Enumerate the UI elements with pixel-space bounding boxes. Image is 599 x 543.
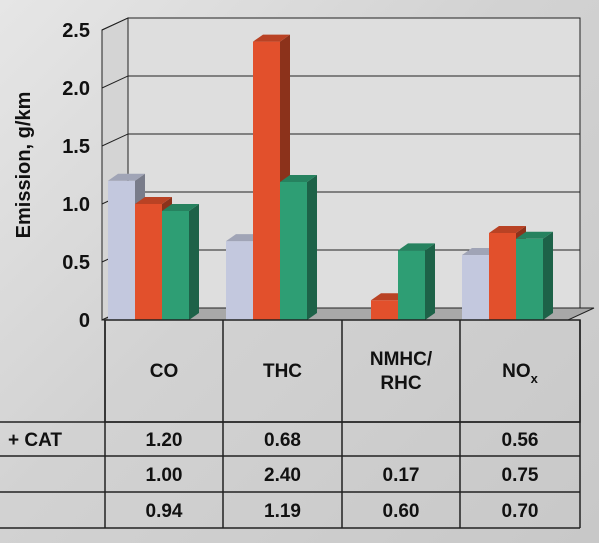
data-label: 0.17: [383, 465, 420, 486]
bar: [162, 203, 199, 320]
y-tick-label: 2.0: [62, 78, 90, 100]
gridline: [101, 75, 580, 89]
category-label: THC: [263, 361, 302, 382]
y-tick-label: 2.5: [62, 20, 90, 42]
data-label: 0.60: [383, 501, 420, 522]
y-tick-label: 0.5: [62, 252, 90, 274]
data-label: 0.68: [264, 430, 301, 451]
bar: [280, 174, 317, 320]
category-label: CO: [150, 361, 179, 382]
category-label: NOx: [502, 361, 539, 386]
y-tick-label: 0: [79, 310, 90, 332]
data-label: 0.94: [146, 501, 183, 522]
data-label: 0.56: [502, 430, 539, 451]
bar: [516, 231, 553, 320]
y-axis-label: Emission, g/km: [13, 92, 35, 239]
gridline: [101, 17, 580, 31]
data-label: 1.19: [264, 501, 301, 522]
data-label: 2.40: [264, 465, 301, 486]
data-label: 0.70: [502, 501, 539, 522]
y-tick-label: 1.5: [62, 136, 90, 158]
data-label: 1.20: [146, 430, 183, 451]
data-label: 0.75: [502, 465, 539, 486]
bar: [398, 243, 435, 320]
series-name: + CAT: [8, 430, 62, 451]
data-label: 1.00: [146, 465, 183, 486]
y-tick-label: 1.0: [62, 194, 90, 216]
data-table: CO THC NMHC/RHC NOx + CAT 1.20 0.68 0.56 1.00 2.4…: [0, 319, 581, 529]
y-axis-ticks: 0 0.5 1.0 1.5 2.0 2.5: [62, 20, 90, 332]
chart-bars: [108, 34, 553, 320]
category-label: NMHC/RHC: [370, 349, 433, 394]
gridline: [101, 133, 580, 147]
